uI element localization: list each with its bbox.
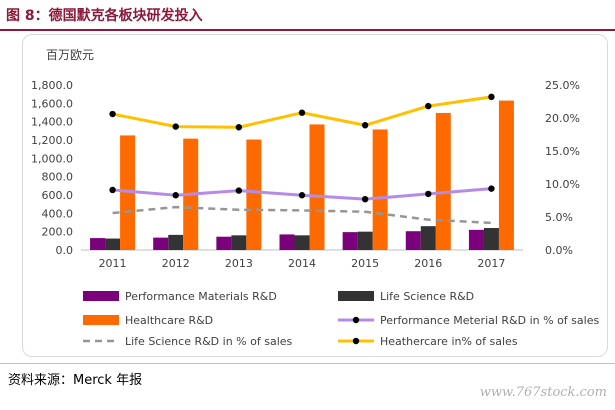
bar-performance (342, 232, 358, 250)
legend-layer: Performance Materials R&D Life Science R&… (83, 290, 599, 348)
bar-life (483, 228, 499, 250)
source-rule (0, 363, 615, 364)
line-series (112, 205, 492, 225)
right-tick-label: 20.0% (545, 112, 580, 125)
x-tick-label: 2015 (351, 257, 379, 270)
x-tick-label: 2013 (225, 257, 253, 270)
legend-marker (352, 337, 360, 345)
line-marker (361, 195, 369, 203)
x-tick-label: 2016 (414, 257, 442, 270)
legend-swatch (338, 291, 374, 301)
bar-life (357, 231, 373, 250)
bar-healthcare (309, 124, 325, 250)
bar-performance (153, 237, 169, 250)
right-tick-label: 0.0% (545, 244, 573, 257)
left-tick-label: 1,200.0 (31, 134, 73, 147)
legend-label: Performance Materials R&D (125, 290, 277, 303)
line-marker (488, 93, 495, 101)
lines-layer (109, 93, 495, 225)
x-tick-label: 2014 (288, 257, 316, 270)
line-marker (109, 186, 116, 194)
left-tick-label: 0.0 (56, 244, 74, 257)
left-tick-label: 800.0 (42, 171, 74, 184)
bar-performance (279, 234, 295, 250)
x-tick-label: 2012 (162, 257, 190, 270)
line-marker (425, 102, 432, 110)
axes-layer: 0.0 200.0 400.0 600.0 800.0 1,000.0 1,200.0 1,4… (31, 79, 580, 270)
line-marker (235, 124, 243, 131)
line-marker (298, 109, 306, 116)
line-marker (298, 192, 306, 199)
right-tick-label: 5.0% (545, 211, 573, 224)
chart-container: 0.0 200.0 400.0 600.0 800.0 1,000.0 1,200.0 1,4… (22, 34, 608, 357)
bar-life (105, 238, 121, 250)
right-tick-label: 25.0% (545, 79, 580, 92)
bars-layer (90, 100, 514, 250)
bar-performance (90, 238, 106, 250)
line-marker (172, 123, 179, 130)
bar-performance (468, 229, 484, 250)
left-tick-label: 1,600.0 (31, 97, 73, 110)
legend-label: Life Science R&D (380, 290, 474, 303)
left-tick-label: 1,400.0 (31, 116, 73, 129)
bar-performance (216, 236, 232, 250)
unit-label: 百万欧元 (46, 48, 94, 62)
bar-life (420, 226, 436, 250)
line-marker (488, 185, 495, 192)
left-tick-label: 400.0 (42, 207, 74, 220)
left-tick-label: 200.0 (42, 226, 74, 239)
bar-healthcare (498, 100, 514, 250)
source-note: 资料来源：Merck 年报 (8, 373, 143, 388)
title-rule (0, 29, 615, 31)
bar-healthcare (372, 129, 388, 250)
right-tick-label: 15.0% (545, 145, 580, 158)
legend-swatch (83, 315, 119, 325)
line-marker (172, 192, 179, 199)
bar-healthcare (435, 112, 451, 250)
watermark: www.767stock.com (479, 385, 607, 400)
legend-swatch (83, 291, 119, 301)
figure-title: 图 8：德国默克各板块研发投入 (6, 8, 203, 24)
bar-healthcare (120, 135, 136, 250)
legend-marker (352, 316, 360, 324)
line-marker (425, 190, 432, 198)
left-tick-label: 1,000.0 (31, 152, 73, 165)
legend-label: Heathercare in% of sales (380, 335, 518, 348)
legend-label: Performance Meterial R&D in % of sales (380, 314, 599, 327)
x-tick-label: 2017 (477, 257, 505, 270)
chart-svg: 0.0 200.0 400.0 600.0 800.0 1,000.0 1,200.0 1,4… (31, 48, 599, 348)
legend-label: Healthcare R&D (125, 314, 213, 327)
line-marker (235, 187, 243, 194)
right-tick-label: 10.0% (545, 178, 580, 191)
bar-performance (405, 231, 421, 250)
bar-life (168, 234, 184, 250)
x-tick-label: 2011 (99, 257, 127, 270)
bar-life (231, 235, 247, 250)
left-tick-label: 600.0 (42, 189, 74, 202)
line-marker (361, 122, 369, 129)
bar-healthcare (246, 139, 262, 250)
line-marker (109, 110, 116, 118)
bar-life (294, 235, 310, 250)
left-tick-label: 1,800.0 (31, 79, 73, 92)
legend-label: Life Science R&D in % of sales (125, 335, 293, 348)
